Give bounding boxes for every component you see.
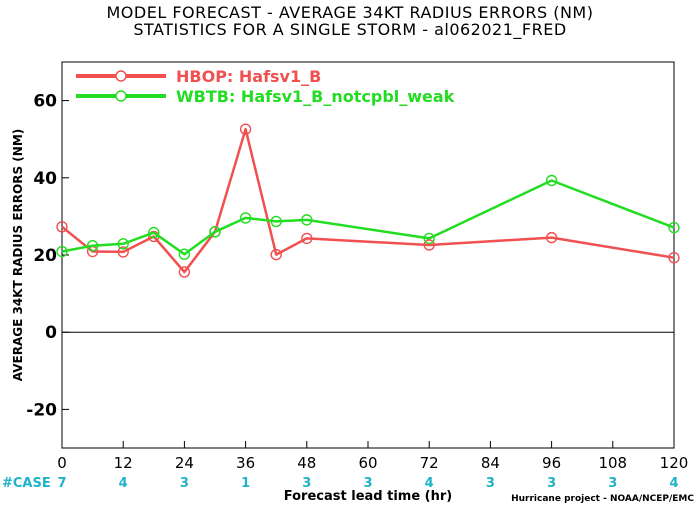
series-1-point	[668, 221, 680, 234]
case-count: 4	[425, 476, 434, 491]
case-count: 1	[241, 476, 250, 491]
plot-frame	[61, 61, 675, 449]
case-count: 3	[302, 476, 311, 491]
credit-text: Hurricane project - NOAA/NCEP/EMC	[511, 494, 694, 504]
x-tick-label: 120	[660, 454, 689, 472]
x-tick-label: 0	[57, 454, 67, 472]
series-1-point	[301, 214, 313, 226]
series-0-point	[117, 246, 129, 258]
x-tick-label: 36	[236, 454, 255, 472]
y-tick-label: -20	[26, 400, 57, 420]
case-count: 7	[57, 476, 66, 491]
x-tick-label: 48	[297, 454, 316, 472]
y-tick-label: 40	[33, 169, 57, 189]
x-tick-label: 24	[175, 454, 194, 472]
x-axis-label: Forecast lead time (hr)	[284, 489, 452, 504]
x-tick-label: 96	[542, 454, 561, 472]
series-1-point	[86, 240, 99, 252]
series-1-point	[423, 232, 435, 245]
x-tick-label: 72	[420, 454, 439, 472]
case-count: 3	[486, 476, 495, 491]
series-1-point	[239, 212, 252, 224]
case-row-label: #CASE	[2, 476, 51, 491]
x-tick-label: 108	[598, 454, 627, 472]
series-0-point	[545, 231, 558, 244]
series-0-point	[178, 266, 191, 278]
legend-marker-0	[115, 70, 127, 82]
case-count: 3	[363, 476, 372, 491]
series-line-0	[61, 127, 675, 274]
series-1-point	[209, 226, 221, 238]
series-1-point	[148, 226, 160, 239]
y-axis-label: AVERAGE 34KT RADIUS ERRORS (NM)	[11, 129, 25, 381]
legend-label-1: WBTB: Hafsv1_B_notcpbl_weak	[176, 87, 455, 106]
series-1-point	[117, 238, 129, 250]
case-count: 3	[608, 476, 617, 491]
y-tick-label: 0	[45, 323, 57, 343]
series-1-point	[270, 215, 282, 228]
legend-label-0: HBOP: Hafsv1_B	[176, 67, 321, 86]
series-1-point	[56, 245, 68, 258]
series-0-point	[301, 232, 313, 245]
x-tick-label: 60	[358, 454, 377, 472]
series-0-point	[668, 252, 680, 264]
series-0-point	[239, 123, 252, 135]
series-1-point	[545, 174, 558, 187]
x-tick-label: 12	[114, 454, 133, 472]
chart-title-line2: STATISTICS FOR A SINGLE STORM - al062021…	[133, 20, 567, 39]
y-tick-label: 20	[33, 246, 57, 266]
case-count: 3	[547, 476, 556, 491]
series-0-point	[423, 239, 435, 251]
case-count: 3	[180, 476, 189, 491]
x-tick-label: 84	[481, 454, 500, 472]
series-0-point	[270, 248, 282, 261]
case-count: 4	[119, 476, 128, 491]
y-tick-label: 60	[33, 92, 57, 112]
case-count: 4	[669, 476, 678, 491]
series-1-point	[178, 248, 191, 260]
chart-title-line1: MODEL FORECAST - AVERAGE 34KT RADIUS ERR…	[106, 3, 594, 22]
series-0-point	[56, 221, 68, 233]
legend-marker-1	[115, 90, 127, 102]
